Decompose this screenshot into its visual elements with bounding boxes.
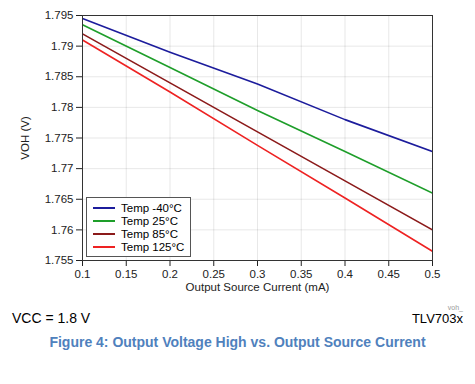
html-text:Temp 85°C: Temp 85°C [121,227,178,240]
svg-text:0.1: 0.1 [75,268,91,280]
svg-text:0.35: 0.35 [290,268,312,280]
svg-text:Output Source Current (mA): Output Source Current (mA) [186,281,330,293]
svg-text:0.5: 0.5 [425,268,441,280]
svg-text:1.77: 1.77 [51,162,73,174]
html-text:Temp 25°C: Temp 25°C [121,214,178,227]
svg-text:0.25: 0.25 [203,268,225,280]
svg-text:VOH (V): VOH (V) [19,116,31,160]
svg-text:1.795: 1.795 [45,9,74,21]
svg-text:0.45: 0.45 [378,268,400,280]
svg-text:1.76: 1.76 [51,224,73,236]
html-text:Temp 125°C: Temp 125°C [121,240,185,253]
svg-text:1.79: 1.79 [51,40,73,52]
svg-text:1.785: 1.785 [45,70,74,82]
svg-text:0.4: 0.4 [337,268,354,280]
svg-text:1.765: 1.765 [45,193,74,205]
svg-text:0.2: 0.2 [162,268,178,280]
svg-text:1.755: 1.755 [45,254,74,266]
html-text:TLV703x: TLV703x [411,311,463,326]
html-text:VCC = 1.8 V: VCC = 1.8 V [12,310,91,326]
svg-text:1.775: 1.775 [45,132,74,144]
svg-text:1.78: 1.78 [51,101,73,113]
html-text:voh_: voh_ [447,304,463,311]
html-text:Temp -40°C: Temp -40°C [121,201,182,214]
svg-text:0.3: 0.3 [250,268,266,280]
svg-text:0.15: 0.15 [115,268,137,280]
html-text:Figure 4: Output Voltage High: Figure 4: Output Voltage High vs. Output… [49,334,426,350]
